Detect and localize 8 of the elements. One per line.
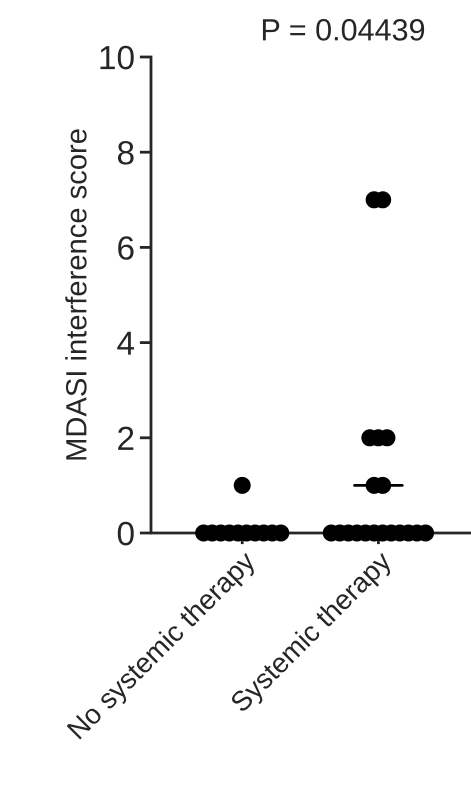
y-tick-label: 6 xyxy=(118,236,134,260)
y-tick-label: 4 xyxy=(117,332,134,355)
y-tick-label: 10 xyxy=(100,46,134,70)
y-axis-title: MDASI interference score xyxy=(65,129,87,460)
y-tick-label: 0 xyxy=(118,522,134,546)
y-tick-label: 2 xyxy=(118,426,134,450)
y-tick-label: 8 xyxy=(118,141,134,165)
chart-title: P = 0.04439 xyxy=(262,18,424,41)
